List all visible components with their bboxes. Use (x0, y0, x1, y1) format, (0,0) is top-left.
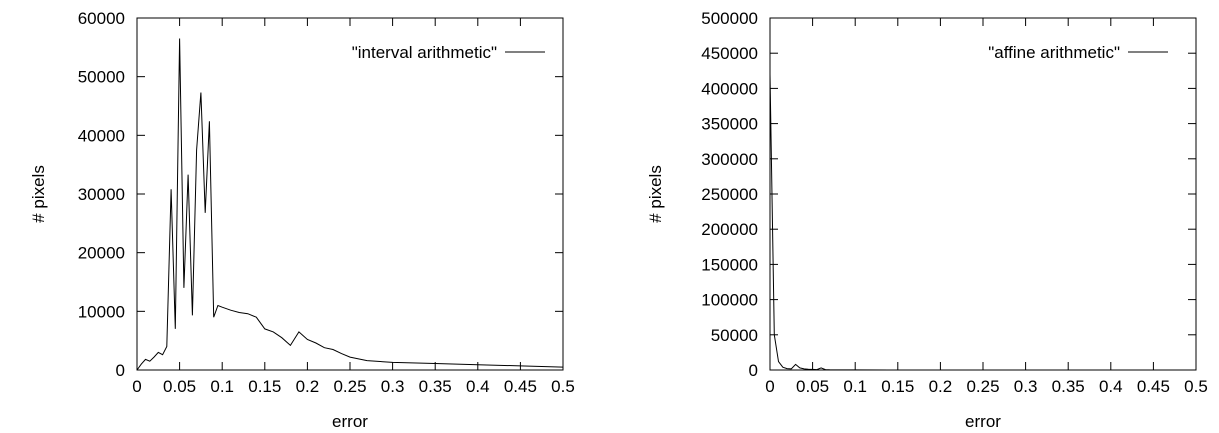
y-tick-label: 20000 (78, 244, 125, 263)
legend: "affine arithmetic" (988, 43, 1168, 62)
y-tick-label: 450000 (701, 44, 758, 63)
plot-frame (136, 17, 564, 371)
series-group (136, 38, 564, 371)
x-tick-label: 0.15 (248, 377, 281, 396)
y-tick-label: 50000 (711, 326, 758, 345)
plot-frame (769, 17, 1197, 371)
y-tick-label: 200000 (701, 220, 758, 239)
x-tick-label: 0.25 (333, 377, 366, 396)
y-tick-label: 10000 (78, 302, 125, 321)
y-tick-label: 60000 (78, 9, 125, 28)
x-tick-label: 0.45 (504, 377, 537, 396)
x-tick-label: 0.4 (466, 377, 490, 396)
y-tick-label: 0 (749, 361, 758, 380)
series-line (769, 74, 1196, 371)
y-tick-label: 350000 (701, 115, 758, 134)
y-tick-label: 150000 (701, 255, 758, 274)
x-tick-label: 0 (765, 377, 774, 396)
y-tick-label: 300000 (701, 150, 758, 169)
x-tick-label: 0.05 (163, 377, 196, 396)
y-tick-label: 0 (116, 361, 125, 380)
legend: "interval arithmetic" (352, 43, 545, 62)
x-tick-label: 0.3 (1014, 377, 1038, 396)
y-axis-label: # pixels (646, 165, 665, 223)
y-ticks: 0 10000 20000 30000 40000 50000 60000 (78, 9, 563, 380)
x-tick-label: 0.5 (1184, 377, 1208, 396)
chart-affine-arithmetic: 0 0.05 0.1 0.15 0.2 0.25 0.3 0.35 0.4 0.45 0.5 0 50… (646, 9, 1208, 431)
x-axis-label: error (332, 412, 368, 431)
x-tick-label: 0 (132, 377, 141, 396)
y-tick-label: 250000 (701, 185, 758, 204)
y-tick-label: 30000 (78, 185, 125, 204)
x-tick-label: 0.3 (381, 377, 405, 396)
x-ticks: 0 0.05 0.1 0.15 0.2 0.25 0.3 0.35 0.4 0.45 0.5 (132, 18, 575, 396)
legend-label: "interval arithmetic" (352, 43, 497, 62)
x-tick-label: 0.2 (929, 377, 953, 396)
x-tick-label: 0.15 (881, 377, 914, 396)
x-tick-label: 0.05 (796, 377, 829, 396)
y-ticks: 0 50000 100000 150000 200000 250000 300000 3500… (701, 9, 1196, 380)
y-axis-label: # pixels (29, 165, 48, 223)
x-tick-label: 0.35 (419, 377, 452, 396)
x-tick-label: 0.2 (296, 377, 320, 396)
x-axis-label: error (965, 412, 1001, 431)
x-tick-label: 0.1 (210, 377, 234, 396)
y-tick-label: 50000 (78, 68, 125, 87)
x-tick-label: 0.5 (551, 377, 575, 396)
series-group (769, 74, 1196, 371)
legend-label: "affine arithmetic" (988, 43, 1120, 62)
x-tick-label: 0.25 (966, 377, 999, 396)
x-tick-label: 0.35 (1052, 377, 1085, 396)
chart-interval-arithmetic: 0 0.05 0.1 0.15 0.2 0.25 0.3 0.35 0.4 0.45 0.5 0 10… (29, 9, 575, 431)
series-line (136, 38, 564, 371)
x-ticks: 0 0.05 0.1 0.15 0.2 0.25 0.3 0.35 0.4 0.45 0.5 (765, 18, 1208, 396)
x-tick-label: 0.1 (843, 377, 867, 396)
y-tick-label: 400000 (701, 79, 758, 98)
y-tick-label: 40000 (78, 126, 125, 145)
y-tick-label: 100000 (701, 291, 758, 310)
x-tick-label: 0.4 (1099, 377, 1123, 396)
x-tick-label: 0.45 (1137, 377, 1170, 396)
y-tick-label: 500000 (701, 9, 758, 28)
